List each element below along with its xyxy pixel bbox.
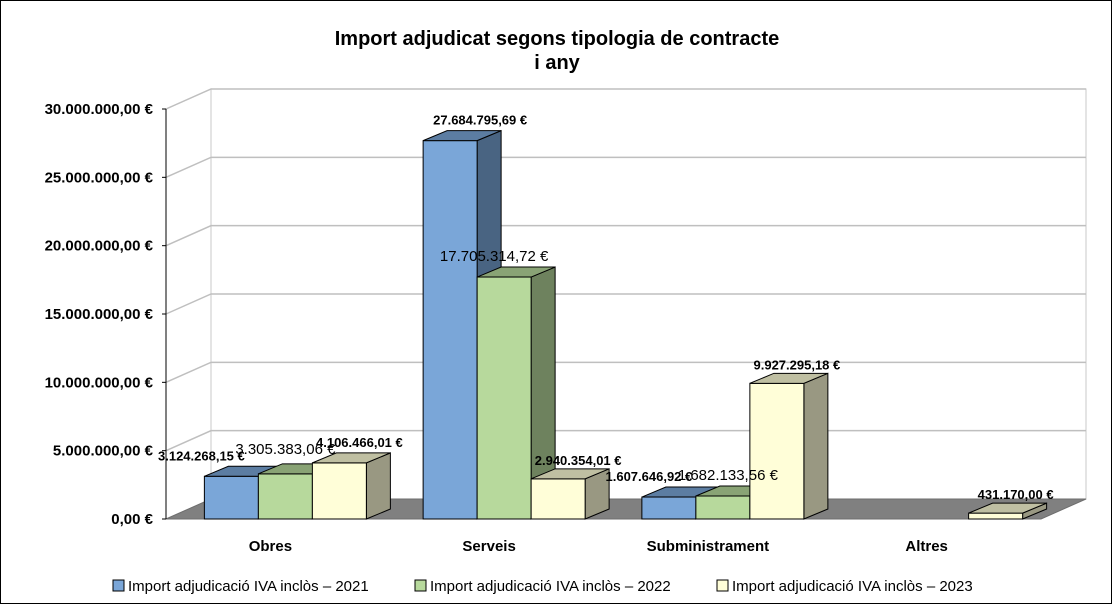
y-tick-label: 5.000.000,00 € [53,443,154,460]
y-tick-label: 30.000.000,00 € [45,101,154,118]
legend-swatch [716,579,729,592]
bar-top [530,468,610,480]
chart-title-line-1: Import adjudicat segons tipologia de con… [335,28,780,50]
legend-swatch [414,579,427,592]
data-label: 2.940.354,01 € [535,453,622,468]
bar [422,140,478,520]
bar-top [422,130,502,142]
chart-gridlines [165,88,1086,452]
data-label: 431.170,00 € [978,487,1054,502]
legend-entry: Import adjudicació IVA inclòs – 2022 [430,578,671,595]
data-label: 3.305.383,06 € [235,441,336,458]
data-label: 9.927.295,18 € [754,357,841,372]
gridline [165,361,1086,384]
chart-axes: 0,00 € 5.000.000,00 € 10.000.000,00 € 15.00… [45,101,948,555]
y-tick-label: 10.000.000,00 € [45,374,154,391]
bar-top [476,266,556,278]
chart-data-labels: 3.124.268,15 €3.305.383,06 €4.106.466,01… [158,113,1054,502]
y-tick-label: 25.000.000,00 € [45,169,154,186]
y-tick-label: 0,00 € [111,511,153,528]
y-tick-label: 15.000.000,00 € [45,306,154,323]
data-label: 3.124.268,15 € [158,448,245,463]
x-tick-label: Obres [249,538,292,555]
bar-top [968,502,1047,514]
gridline [165,293,1086,315]
bar-top [749,372,829,384]
bar [749,382,805,520]
bar-top [312,452,391,464]
x-tick-label: Serveis [462,538,515,555]
bar [641,496,697,520]
bar [695,495,751,520]
gridline [165,156,1086,179]
legend-entry: Import adjudicació IVA inclòs – 2023 [732,578,973,595]
chart-title-line-2: i any [534,52,580,74]
legend-swatch [112,579,125,592]
chart-legend: Import adjudicació IVA inclòs – 2021 Impo… [112,578,973,595]
bar [311,462,367,520]
gridline [165,224,1086,247]
legend-entry: Import adjudicació IVA inclòs – 2021 [128,578,369,595]
bar [476,276,532,520]
bar [203,475,259,520]
data-label: 4.106.466,01 € [316,435,403,450]
data-label: 1.682.133,56 € [678,467,779,484]
y-tick-label: 20.000.000,00 € [45,238,154,255]
data-label: 17.705.314,72 € [440,248,549,265]
bar-side [365,452,391,520]
x-tick-label: Subministrament [647,538,770,555]
bar-side [803,372,829,520]
chart-bars [203,129,1048,520]
gridline [165,88,1086,110]
bar [530,478,586,520]
data-label: 27.684.795,69 € [433,113,527,128]
bar [257,473,313,520]
x-tick-label: Altres [905,538,948,555]
bar [968,512,1024,520]
data-label: 1.607.646,92 € [606,469,693,484]
